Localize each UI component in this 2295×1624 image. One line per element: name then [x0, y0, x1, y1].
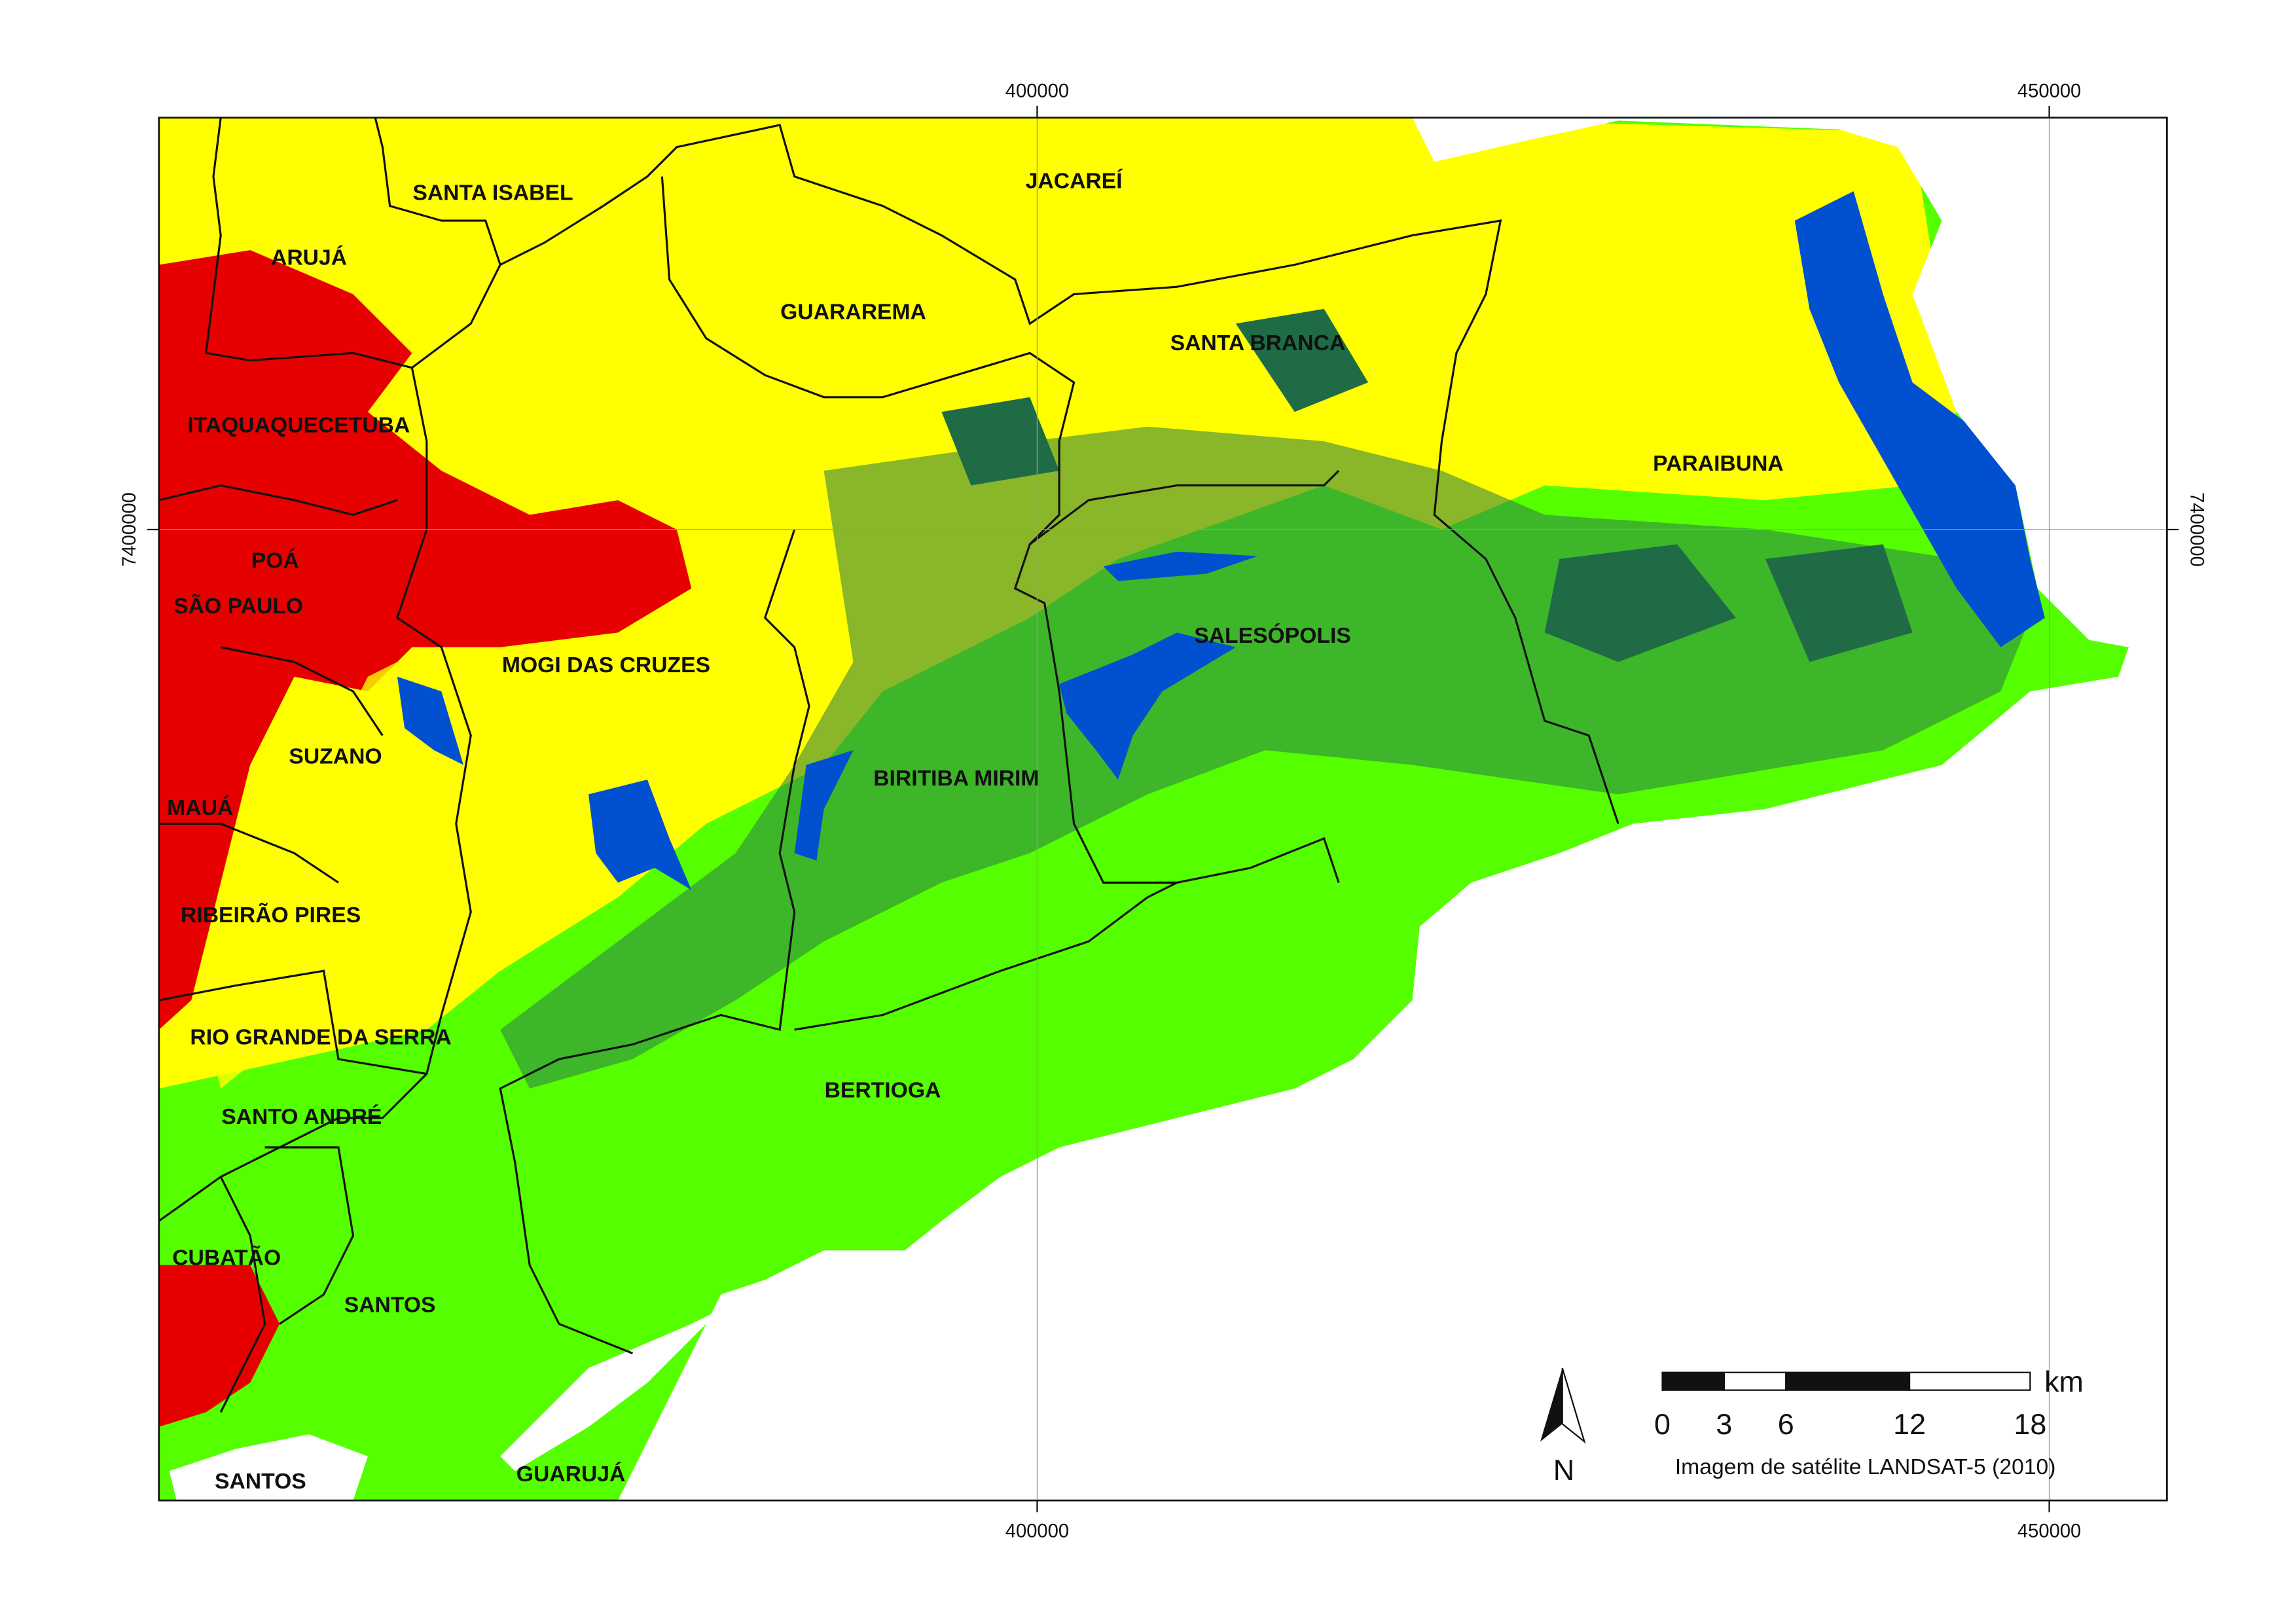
frame	[158, 117, 2168, 1502]
place-label: ARUJÁ	[271, 245, 347, 270]
tick	[147, 105, 2179, 1513]
arrow-half	[1561, 1367, 1586, 1444]
agriculture	[206, 647, 456, 1089]
easting-label: 400000	[1005, 1521, 1069, 1542]
scale-segment	[1908, 1371, 2031, 1391]
graticule	[147, 105, 2179, 1513]
place-label: BIRITIBA MIRIM	[873, 766, 1039, 791]
scale-label: 12	[1893, 1407, 1926, 1441]
scale-label: 0	[1654, 1407, 1671, 1441]
place-labels: SANTA ISABEL ARUJÁ JACAREÍ GUARAREMA SAN…	[167, 169, 1784, 1494]
northing-label: 7400000	[2186, 492, 2207, 567]
place-label: GUARAREMA	[780, 300, 926, 325]
place-label: SANTOS	[215, 1469, 306, 1494]
place-label: SALESÓPOLIS	[1194, 623, 1351, 648]
place-label: MOGI DAS CRUZES	[502, 653, 710, 677]
place-label: ITAQUAQUECETUBA	[187, 413, 410, 438]
scale-segment	[1723, 1371, 1787, 1391]
place-label: PARAIBUNA	[1653, 451, 1784, 476]
place-label: BERTIOGA	[825, 1077, 941, 1102]
boundary	[499, 124, 1619, 824]
estuary	[169, 1309, 721, 1501]
place-label: SUZANO	[289, 744, 382, 768]
easting-label: 450000	[2017, 1521, 2081, 1542]
north-label: N	[1553, 1453, 1574, 1487]
place-label: CUBATÃO	[172, 1246, 281, 1271]
boundary	[264, 1146, 355, 1325]
easting-label: 400000	[1005, 81, 1069, 101]
municipal-boundaries	[158, 117, 1619, 1413]
scale-label: 6	[1778, 1407, 1794, 1441]
northing-label: 7400000	[119, 492, 140, 567]
place-label: JACAREÍ	[1026, 169, 1124, 194]
land-cover	[158, 117, 2167, 1501]
boundary	[204, 117, 501, 369]
boundary	[158, 367, 472, 1222]
urban	[158, 250, 692, 1030]
ocean	[617, 117, 2167, 1501]
scale-bar: 0 3 6 12 18 km	[1654, 1365, 2084, 1441]
boundary	[499, 470, 1340, 1354]
agriculture	[853, 132, 1839, 486]
scale-label: 18	[2014, 1407, 2046, 1441]
scale-segment	[1785, 1371, 1911, 1391]
place-label: SANTA BRANCA	[1170, 331, 1346, 355]
scale-segment	[1661, 1371, 1726, 1391]
place-label: RIBEIRÃO PIRES	[181, 903, 361, 928]
boundary	[660, 176, 1340, 884]
place-label: RIO GRANDE DA SERRA	[190, 1024, 451, 1049]
credit: Imagem de satélite LANDSAT-5 (2010)	[1675, 1454, 2056, 1479]
place-label: SÃO PAULO	[173, 594, 303, 619]
scale-label: 3	[1716, 1407, 1732, 1441]
place-label: GUARUJÁ	[516, 1462, 626, 1487]
place-label: SANTA ISABEL	[412, 181, 573, 206]
dense-forest	[941, 308, 1913, 662]
urban	[158, 1265, 280, 1427]
place-label: SANTOS	[344, 1292, 436, 1317]
place-label: SANTO ANDRÉ	[221, 1104, 382, 1129]
easting-label: 450000	[2017, 81, 2081, 101]
boundary	[158, 484, 427, 1413]
place-label: MAUÁ	[167, 795, 233, 820]
scale-unit: km	[2044, 1365, 2084, 1398]
place-label: POÁ	[251, 548, 299, 573]
